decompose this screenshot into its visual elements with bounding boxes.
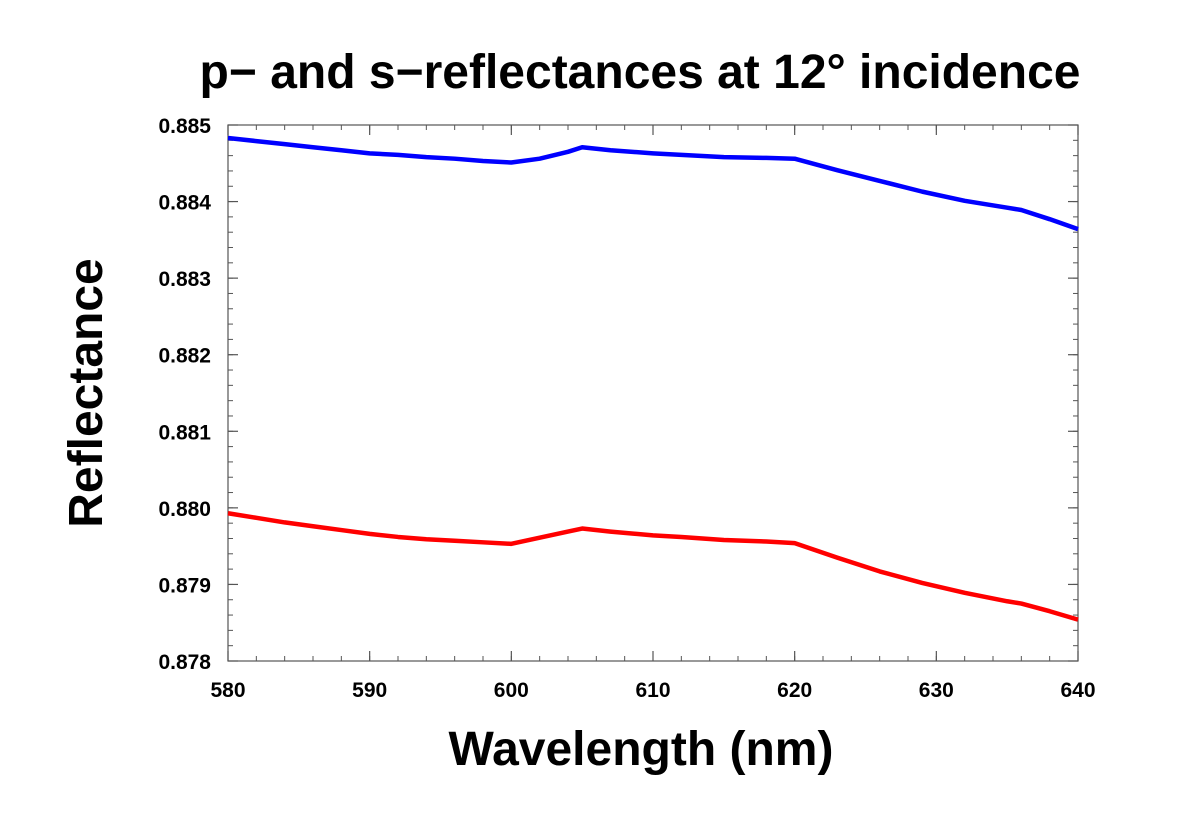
plot-frame [227, 124, 1079, 662]
y-tick-label: 0.881 [158, 421, 211, 444]
x-tick-label: 640 [1060, 679, 1095, 702]
x-tick-label: 600 [494, 679, 529, 702]
x-tick-label: 620 [777, 679, 812, 702]
x-tick-label: 590 [352, 679, 387, 702]
x-tick-labels: 580 590 600 610 620 630 640 [210, 679, 1095, 702]
major-ticks [227, 124, 1079, 662]
y-tick-label: 0.883 [158, 268, 211, 291]
y-axis-label: Reflectance [60, 258, 113, 527]
y-tick-label: 0.878 [158, 651, 211, 674]
x-tick-label: 580 [210, 679, 245, 702]
y-tick-label: 0.880 [158, 498, 211, 521]
chart-title: p− and s−reflectances at 12° incidence [200, 46, 1081, 99]
y-tick-label: 0.885 [158, 115, 211, 138]
series-line-1 [227, 135, 1079, 232]
series-line-2 [227, 510, 1079, 622]
x-tick-label: 610 [635, 679, 670, 702]
series-lines [227, 135, 1079, 622]
y-tick-label: 0.882 [158, 345, 211, 368]
x-tick-label: 630 [919, 679, 954, 702]
x-axis-label: Wavelength (nm) [449, 723, 834, 776]
y-tick-label: 0.879 [158, 574, 211, 597]
minor-ticks [227, 124, 1079, 662]
y-tick-labels: 0.878 0.879 0.880 0.881 0.882 0.883 0.884 0.885 [158, 115, 211, 674]
y-tick-label: 0.884 [158, 192, 211, 215]
